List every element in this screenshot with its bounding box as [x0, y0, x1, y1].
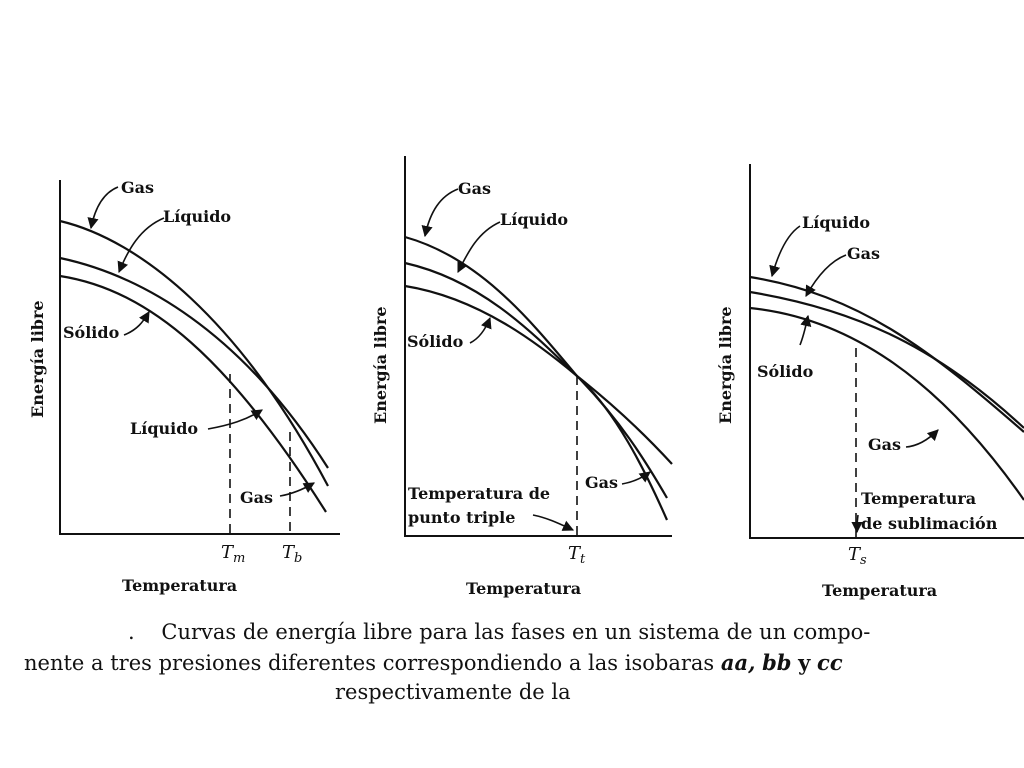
panel-1-gas-label: Gas	[121, 178, 154, 197]
panel-3-liquid-leader	[769, 225, 801, 278]
panel-1-gas-leader	[87, 186, 119, 230]
panel-1-liquid-label: Líquido	[163, 207, 231, 226]
panel-3-subl-leader	[851, 514, 863, 534]
panel-2-liquid-curve	[404, 261, 673, 465]
panel-2-solid-curve	[404, 284, 669, 521]
panel-3-liquid-label: Líquido	[802, 213, 870, 232]
caption-line-2-text: nente a tres presiones diferentes corres…	[24, 651, 715, 675]
panel-1-solid-curve	[59, 274, 327, 513]
caption-line-3: respectivamente de la	[335, 680, 1024, 704]
panel-3-gas-label: Gas	[847, 244, 880, 263]
panel-3: Líquido Gas Sólido Gas Temperatura de su…	[716, 164, 1024, 600]
panel-1: Gas Líquido Sólido Líquido Gas Energía l…	[28, 178, 340, 595]
panel-2-axes	[404, 156, 672, 537]
panel-1-liquid-lower-label: Líquido	[130, 419, 198, 438]
panel-1-liquid-curve	[59, 256, 329, 469]
panel-2-solid-label: Sólido	[407, 332, 464, 351]
caption-line-3-text: respectivamente de la	[335, 680, 571, 704]
panel-3-axes	[749, 164, 1024, 539]
panel-3-solid-label: Sólido	[757, 362, 814, 381]
caption-line-1: . Curvas de energía libre para las fases…	[128, 620, 1024, 644]
panel-3-subl-label-1: Temperatura	[861, 489, 976, 508]
panel-1-liquid-lower-leader	[207, 409, 263, 430]
panel-3-tick-ts: Ts	[848, 544, 867, 568]
panel-2-triple-label-1: Temperatura de	[408, 484, 550, 503]
panel-1-axes	[59, 180, 340, 535]
panel-1-tick-tb: Tb	[282, 542, 302, 566]
panel-3-x-axis-title: Temperatura	[822, 581, 937, 600]
panel-2: Gas Líquido Sólido Gas Temperatura de pu…	[371, 156, 673, 598]
panel-3-subl-label-2: de sublimación	[861, 514, 998, 533]
caption-isobar-cc: cc	[817, 650, 843, 675]
panel-1-solid-leader	[123, 311, 150, 336]
panel-3-solid-leader	[799, 314, 812, 346]
caption-isobar-bb: bb	[762, 650, 792, 675]
panel-3-gas-lower-leader	[905, 429, 939, 448]
panel-1-tick-tm: Tm	[221, 542, 245, 566]
panel-3-gas-leader	[805, 254, 847, 297]
panel-1-liquid-leader	[117, 217, 165, 274]
panel-1-y-axis-title: Energía libre	[28, 300, 47, 418]
caption-line-1-text: Curvas de energía libre para las fases e…	[161, 620, 871, 644]
panel-2-y-axis-title: Energía libre	[371, 306, 390, 424]
panel-2-gas-lower-label: Gas	[585, 473, 618, 492]
panel-1-solid-label: Sólido	[63, 323, 120, 342]
panel-2-triple-label-2: punto triple	[408, 508, 515, 527]
panel-3-gas-lower-label: Gas	[868, 435, 901, 454]
caption-and: y	[798, 650, 811, 675]
panel-3-y-axis-title: Energía libre	[716, 306, 735, 424]
panel-3-gas-curve	[749, 290, 1024, 429]
panel-1-gas-curve	[59, 219, 329, 487]
caption-isobar-aa: aa,	[720, 650, 756, 675]
panel-2-gas-leader	[421, 188, 459, 238]
panel-1-x-axis-title: Temperatura	[122, 576, 237, 595]
panel-2-liquid-label: Líquido	[500, 210, 568, 229]
caption-line-2: nente a tres presiones diferentes corres…	[24, 650, 1024, 675]
caption-prefix: .	[128, 620, 135, 644]
panel-2-gas-label: Gas	[458, 179, 491, 198]
panel-1-gas-lower-leader	[279, 482, 315, 497]
panel-2-gas-lower-leader	[621, 471, 651, 485]
panel-2-solid-leader	[469, 316, 492, 344]
panel-1-gas-lower-label: Gas	[240, 488, 273, 507]
panel-2-liquid-leader	[457, 221, 501, 274]
panel-2-tick-tt: Tt	[568, 543, 586, 567]
panel-3-liquid-curve	[749, 275, 1024, 433]
panel-2-triple-leader	[532, 514, 575, 531]
panel-2-x-axis-title: Temperatura	[466, 579, 581, 598]
panel-3-solid-curve	[749, 306, 1024, 501]
